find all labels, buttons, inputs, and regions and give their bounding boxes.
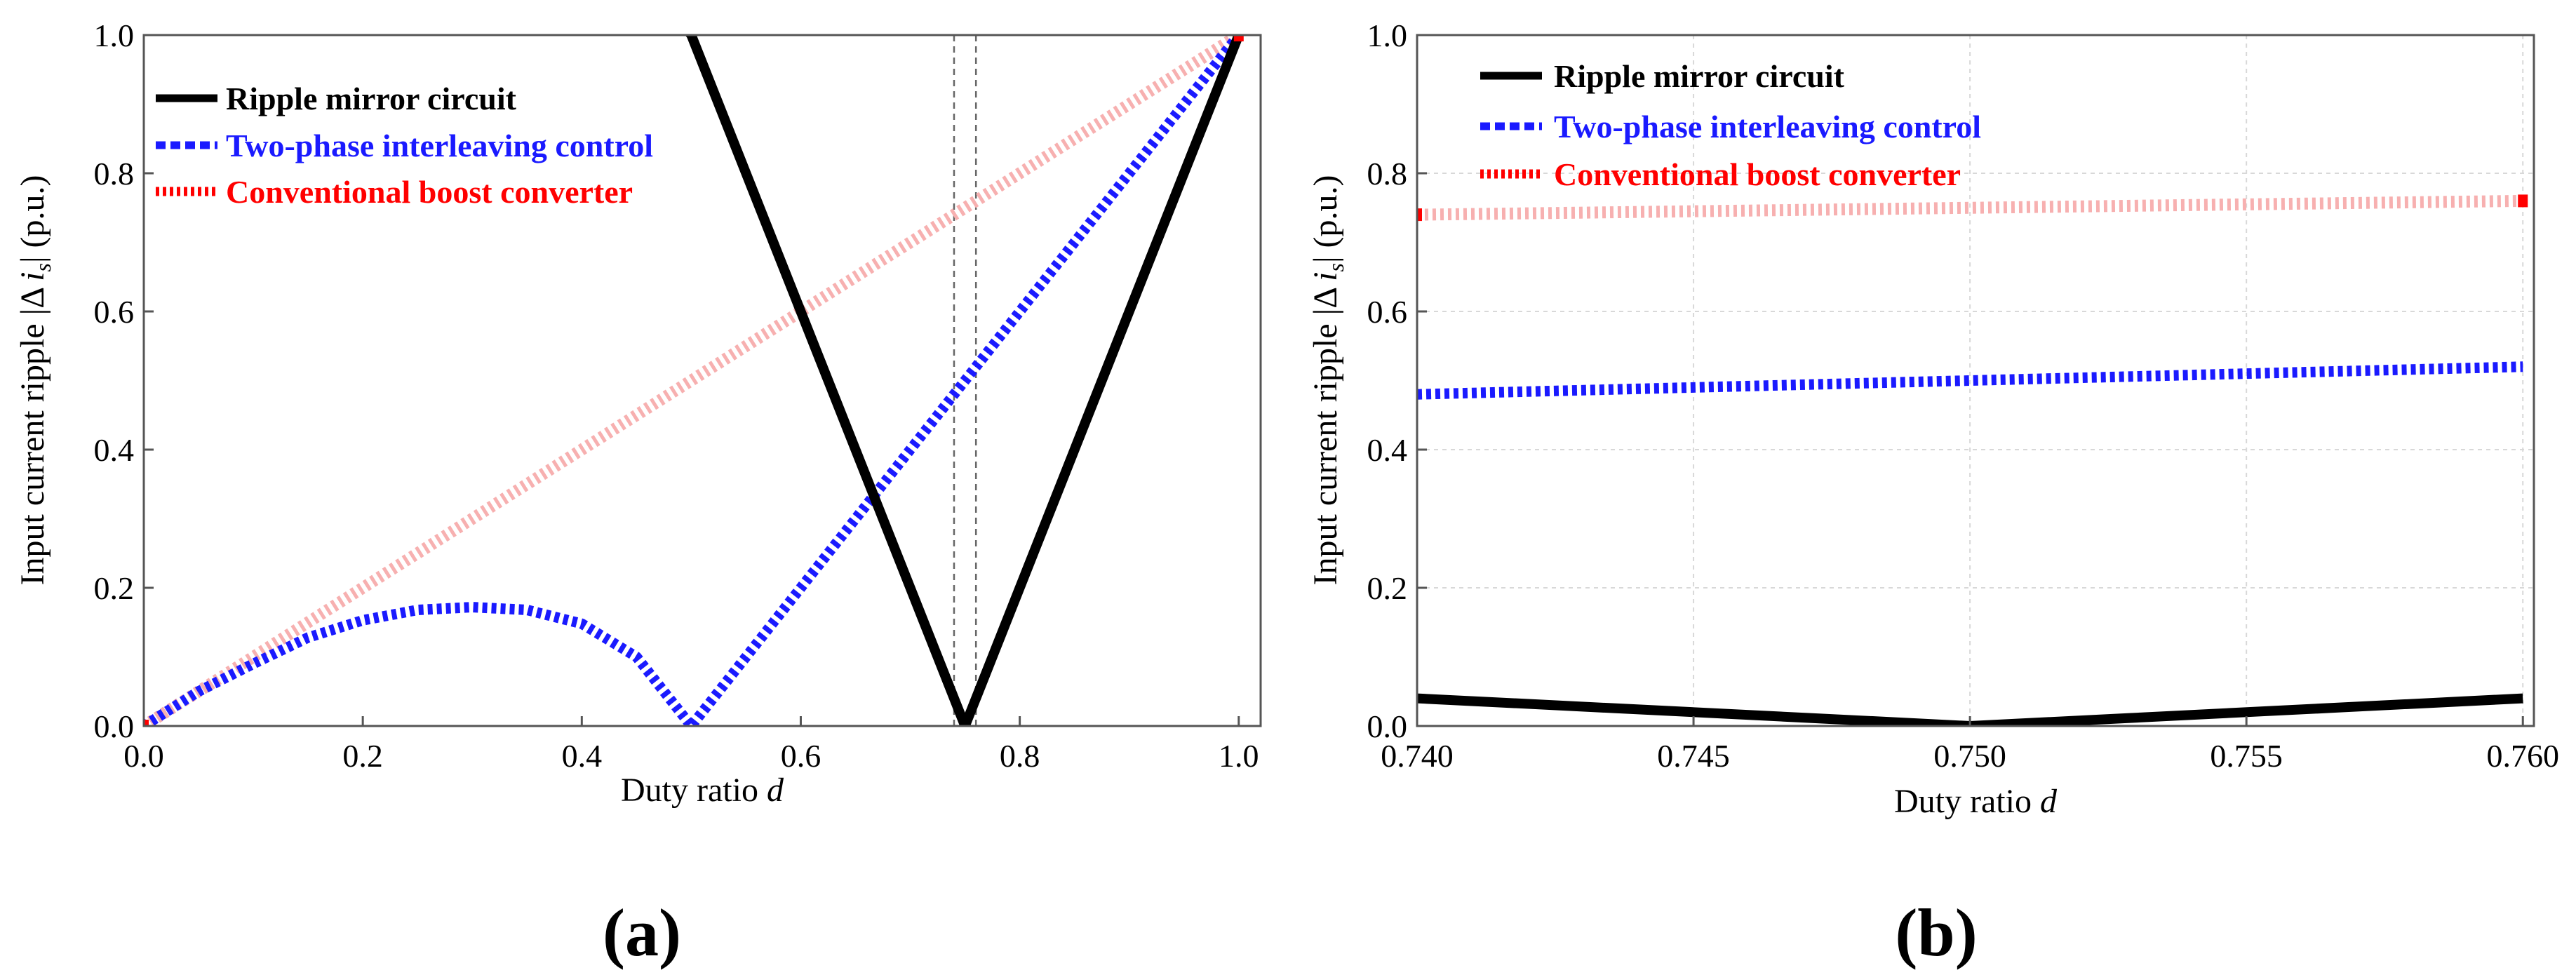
- x-tick-label-a-2: 0.4: [562, 738, 603, 774]
- x-axis-label-a: Duty ratio d: [621, 772, 784, 809]
- chart-a: 0.0 0.2 0.4 0.6 0.8 1.0 0.0 0.2 0.4 0.6 0.8 1.0 Dut…: [14, 18, 1262, 970]
- legend-b-label-conventional: Conventional boost converter: [1554, 156, 1961, 192]
- plot-frame-a: [142, 34, 1262, 727]
- legend-a-label-ripple-mirror: Ripple mirror circuit: [226, 81, 517, 116]
- series-b-two-phase: [1417, 361, 2523, 400]
- x-tick-label-a-0: 0.0: [123, 738, 164, 774]
- x-tick-label-a-4: 0.8: [1000, 738, 1040, 774]
- conventional-endpoint-b-1: [2518, 194, 2528, 208]
- legend-b-label-ripple-mirror: Ripple mirror circuit: [1554, 58, 1845, 94]
- chart-b: 0.740 0.745 0.750 0.755 0.760 0.0 0.2 0.4 0.6 0.8…: [1307, 18, 2559, 970]
- y-tick-label-a-3: 0.6: [94, 294, 135, 330]
- legend-b: Ripple mirror circuit Two-phase interlea…: [1480, 58, 1981, 192]
- x-tick-label-b-3: 0.755: [2210, 738, 2283, 774]
- series-group-b: [1417, 194, 2528, 726]
- series-group-a: [144, 35, 1244, 726]
- y-tick-label-a-4: 0.8: [94, 156, 135, 191]
- panel-label-b: (b): [1895, 895, 1977, 970]
- legend-a: Ripple mirror circuit Two-phase interlea…: [156, 81, 653, 210]
- x-axis-label-b: Duty ratio d: [1894, 783, 2058, 820]
- plot-frame-b: [1416, 34, 2535, 727]
- conventional-endpoint-b-0: [1417, 208, 1422, 222]
- legend-b-label-two-phase: Two-phase interleaving control: [1554, 109, 1981, 144]
- x-tick-label-a-3: 0.6: [781, 738, 821, 774]
- y-axis-label-a: Input current ripple |Δis| (p.u.): [14, 175, 55, 585]
- series-a-ripple-mirror: [685, 35, 1244, 726]
- legend-a-label-two-phase: Two-phase interleaving control: [226, 128, 653, 163]
- x-tick-label-a-1: 0.2: [342, 738, 383, 774]
- conventional-endpoint-a-1: [1233, 35, 1244, 41]
- y-tick-label-a-2: 0.4: [94, 432, 135, 468]
- x-tick-label-b-1: 0.745: [1657, 738, 1730, 774]
- x-tick-label-b-0: 0.740: [1381, 738, 1454, 774]
- y-tick-label-a-5: 1.0: [94, 18, 135, 53]
- y-tick-label-a-1: 0.2: [94, 570, 135, 606]
- series-a-two-phase: [144, 35, 1243, 726]
- y-axis-label-b: Input current ripple |Δis| (p.u.): [1307, 175, 1348, 585]
- y-tick-label-a-0: 0.0: [94, 708, 135, 744]
- series-b-conventional: [1417, 194, 2523, 221]
- x-tick-label-a-5: 1.0: [1219, 738, 1259, 774]
- panel-label-a: (a): [603, 895, 681, 970]
- reference-lines-a: [953, 35, 977, 726]
- legend-a-label-conventional: Conventional boost converter: [226, 174, 633, 210]
- y-tick-label-b-0: 0.0: [1367, 708, 1408, 744]
- conventional-endpoint-a-0: [144, 720, 149, 726]
- y-tick-label-b-2: 0.4: [1367, 432, 1408, 468]
- y-tick-label-b-5: 1.0: [1367, 18, 1408, 53]
- x-tick-label-b-4: 0.760: [2486, 738, 2559, 774]
- ticks-a: 0.0 0.2 0.4 0.6 0.8 1.0 0.0 0.2 0.4 0.6 0.8 1.0: [94, 18, 1259, 774]
- x-tick-label-b-2: 0.750: [1933, 738, 2006, 774]
- y-tick-label-b-4: 0.8: [1367, 156, 1408, 191]
- y-tick-label-b-3: 0.6: [1367, 294, 1408, 330]
- series-b-ripple-mirror: [1417, 693, 2523, 726]
- ticks-b: 0.740 0.745 0.750 0.755 0.760 0.0 0.2 0.4 0.6 0.8…: [1367, 18, 2559, 774]
- y-tick-label-b-1: 0.2: [1367, 570, 1408, 606]
